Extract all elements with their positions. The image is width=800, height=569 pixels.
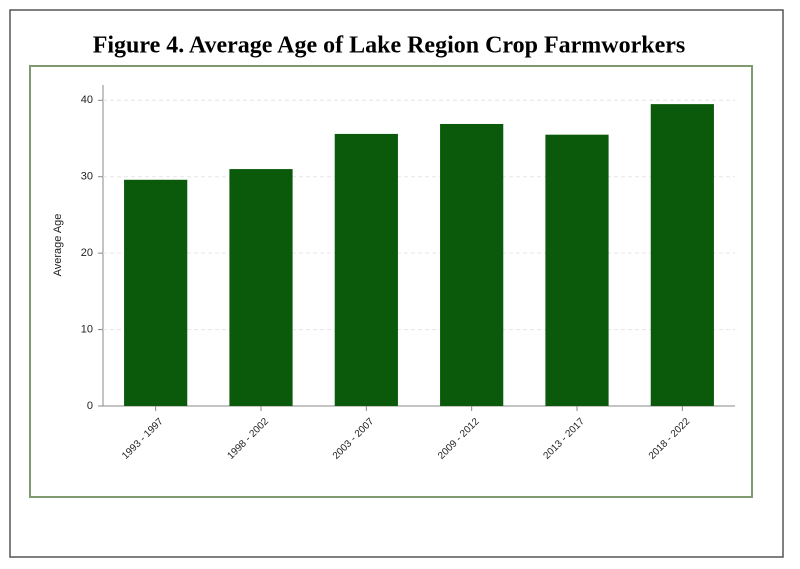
y-tick-label: 40 — [81, 94, 93, 106]
y-tick-label: 10 — [81, 323, 93, 335]
bar — [229, 169, 293, 406]
bar — [440, 123, 504, 406]
y-tick-label: 20 — [81, 247, 93, 259]
y-axis-label: Average Age — [52, 214, 64, 277]
bar — [650, 104, 714, 406]
bar — [334, 133, 398, 406]
y-tick-label: 0 — [87, 400, 93, 412]
bar — [124, 179, 188, 406]
y-tick-label: 30 — [81, 171, 93, 183]
chart-title: Figure 4. Average Age of Lake Region Cro… — [93, 33, 686, 59]
bar — [545, 134, 609, 406]
